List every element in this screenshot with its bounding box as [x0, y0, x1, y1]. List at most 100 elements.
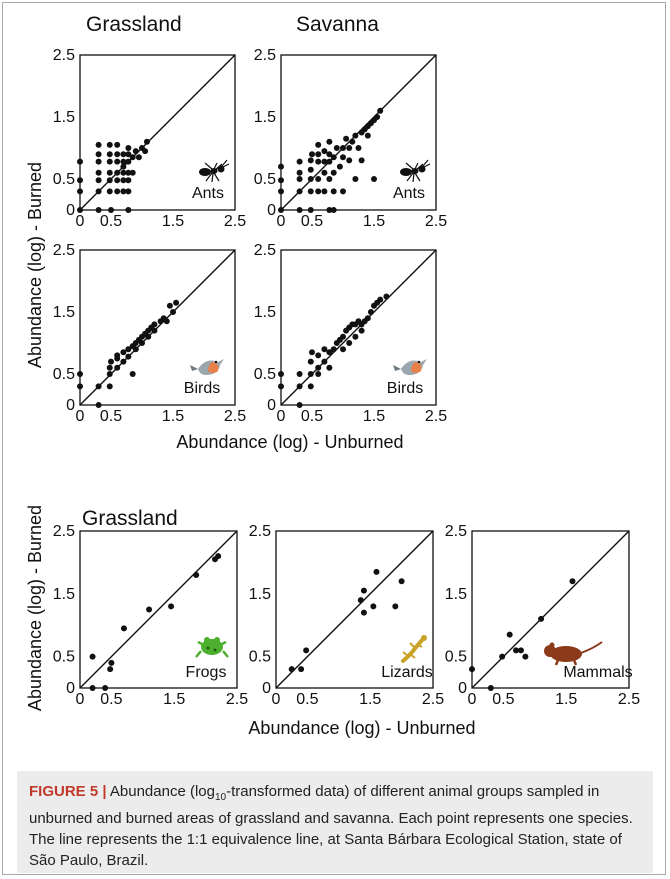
data-point — [364, 132, 371, 139]
data-point — [296, 158, 303, 165]
data-point — [106, 364, 113, 371]
data-point — [336, 163, 343, 170]
y-tick-label: 2.5 — [445, 523, 467, 540]
data-point — [309, 349, 315, 356]
data-point — [114, 352, 121, 359]
plot-frame — [275, 530, 434, 689]
bird-icon — [393, 359, 427, 375]
group-label: Birds — [387, 380, 423, 397]
y-tick-label: 0 — [458, 680, 467, 697]
y-tick-label: 1.5 — [445, 586, 467, 603]
data-point — [108, 659, 115, 666]
data-point — [95, 169, 102, 176]
data-point — [77, 177, 83, 184]
group-label: Frogs — [186, 664, 227, 681]
frog-icon — [195, 637, 229, 658]
x-tick-label: 1.5 — [162, 408, 184, 425]
grassland-frogs-panel: 0 0.5 1.5 2.5 0 0.5 1.5 2.5 Frogs — [53, 523, 248, 708]
data-point — [120, 625, 127, 632]
data-point — [120, 177, 127, 184]
equivalence-line — [275, 530, 434, 689]
x-tick-label: 0.5 — [492, 691, 514, 708]
data-point — [114, 169, 121, 176]
data-point — [340, 346, 346, 353]
data-point — [569, 578, 576, 585]
data-point — [315, 188, 322, 195]
data-point — [346, 340, 353, 346]
data-point — [360, 609, 367, 616]
y-tick-label: 1.5 — [53, 586, 75, 603]
data-point — [151, 327, 158, 334]
x-tick-label: 0 — [468, 691, 477, 708]
data-point — [330, 346, 337, 353]
data-point — [77, 383, 83, 390]
data-point — [367, 309, 374, 315]
data-point — [296, 176, 303, 182]
data-point — [278, 177, 284, 184]
y-tick-label: 0 — [66, 202, 75, 219]
y-tick-label: 0 — [66, 397, 75, 414]
data-point — [106, 151, 113, 158]
data-point — [125, 158, 132, 165]
data-point — [95, 207, 102, 213]
plot-frame — [79, 54, 236, 211]
y-tick-label: 0.5 — [53, 366, 75, 383]
y-tick-label: 0 — [267, 202, 276, 219]
y-tick-label: 0.5 — [53, 171, 75, 188]
data-point — [120, 163, 127, 170]
data-point — [106, 371, 113, 377]
data-point — [108, 207, 114, 213]
data-point — [114, 141, 121, 148]
y-tick-label: 0 — [66, 680, 75, 697]
data-point — [95, 158, 102, 165]
x-tick-label: 1.5 — [363, 408, 385, 425]
y-tick-label: 2.5 — [53, 47, 75, 64]
group-label: Ants — [393, 185, 425, 202]
data-point — [278, 371, 284, 377]
equivalence-line — [79, 54, 236, 211]
data-point — [315, 352, 322, 359]
data-point — [321, 158, 328, 165]
data-point — [340, 145, 346, 151]
equivalence-line — [280, 54, 437, 211]
x-tick-label: 2.5 — [425, 213, 447, 230]
data-point — [377, 107, 384, 114]
y-tick-label: 1.5 — [53, 304, 75, 321]
data-point — [340, 333, 346, 340]
data-point — [346, 145, 353, 151]
data-point — [330, 154, 337, 161]
x-axis-label-top: Abundance (log) - Unburned — [176, 432, 403, 452]
data-point — [114, 364, 121, 371]
data-point — [383, 293, 390, 300]
data-point — [377, 296, 384, 303]
x-tick-label: 0.5 — [100, 213, 122, 230]
data-point — [120, 349, 127, 356]
data-point — [125, 207, 132, 213]
caption-subscript: 10 — [214, 792, 227, 803]
x-tick-label: 2.5 — [224, 213, 246, 230]
data-point — [102, 685, 109, 691]
data-point — [106, 383, 113, 390]
data-point — [106, 158, 113, 165]
data-point — [168, 603, 175, 610]
data-point — [146, 606, 153, 613]
data-point — [307, 176, 314, 182]
x-tick-label: 0 — [272, 691, 281, 708]
plot-frame — [280, 249, 437, 406]
data-point — [506, 631, 513, 638]
data-point — [307, 166, 314, 173]
data-point — [296, 383, 303, 390]
x-tick-label: 1.5 — [163, 691, 185, 708]
equivalence-line — [471, 530, 630, 689]
x-tick-label: 1.5 — [555, 691, 577, 708]
data-point — [151, 321, 158, 328]
y-tick-label: 1.5 — [249, 586, 271, 603]
data-point — [326, 158, 333, 165]
group-label: Mammals — [563, 664, 632, 681]
figure-charts: Grassland Savanna Grassland Abundance (l… — [25, 13, 640, 738]
data-point — [303, 647, 310, 654]
y-tick-label: 2.5 — [53, 523, 75, 540]
data-point — [355, 145, 362, 151]
